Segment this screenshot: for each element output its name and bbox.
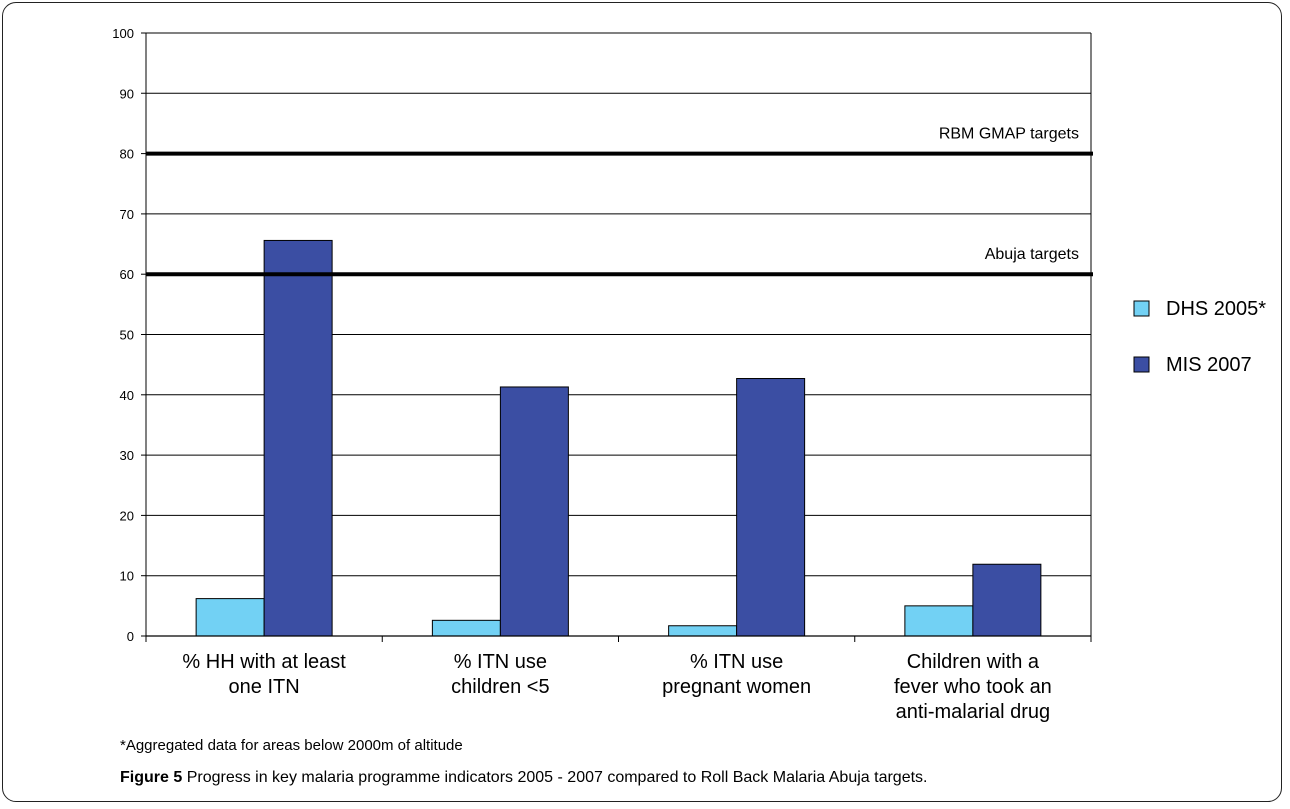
- y-tick-label: 10: [120, 569, 134, 584]
- legend-label-mis-2007: MIS 2007: [1166, 354, 1252, 376]
- bar-mis-2007: [263, 239, 333, 637]
- bar-mis-2007: [972, 563, 1042, 637]
- footnote: *Aggregated data for areas below 2000m o…: [120, 737, 463, 754]
- x-tick-label: % HH with at least one ITN: [182, 651, 346, 698]
- bar-mis-2007: [736, 378, 806, 637]
- y-tick-label: 70: [120, 207, 134, 222]
- y-tick-label: 0: [127, 629, 134, 644]
- abuja-target-label: Abuja targets: [985, 246, 1079, 263]
- bar-dhs-2005: [668, 625, 738, 637]
- legend-label-dhs-2005: DHS 2005*: [1166, 298, 1266, 320]
- rbm-gmap-target-label: RBM GMAP targets: [939, 126, 1079, 143]
- y-tick-label: 40: [120, 388, 134, 403]
- y-tick-label: 30: [120, 448, 134, 463]
- x-tick-label: Children with a fever who took an anti-mal…: [894, 651, 1052, 723]
- bar-dhs-2005: [431, 619, 501, 637]
- y-tick-label: 20: [120, 508, 134, 523]
- caption-period: .: [923, 769, 928, 786]
- bar-mis-2007: [499, 386, 569, 637]
- bar-chart: 0 10 20 30 40 50 60 70 80 90 100 % HH with at least…: [112, 26, 1266, 723]
- y-tick-label: 50: [120, 328, 134, 343]
- caption-text: Progress in key malaria programme indica…: [186, 769, 924, 786]
- legend-swatch-mis-2007: [1133, 356, 1150, 373]
- legend-swatch-dhs-2005: [1133, 300, 1150, 317]
- y-tick-label: 90: [120, 86, 134, 101]
- y-tick-label: 60: [120, 267, 134, 282]
- x-tick-label: % ITN use pregnant women: [662, 651, 811, 698]
- caption-label: Figure 5: [120, 769, 183, 786]
- x-tick-label: % ITN use children <5: [451, 651, 549, 698]
- y-tick-label: 100: [112, 26, 134, 41]
- bar-dhs-2005: [904, 605, 974, 637]
- figure-caption: Figure 5 Progress in key malaria program…: [120, 769, 928, 787]
- bar-dhs-2005: [195, 598, 265, 637]
- y-tick-label: 80: [120, 147, 134, 162]
